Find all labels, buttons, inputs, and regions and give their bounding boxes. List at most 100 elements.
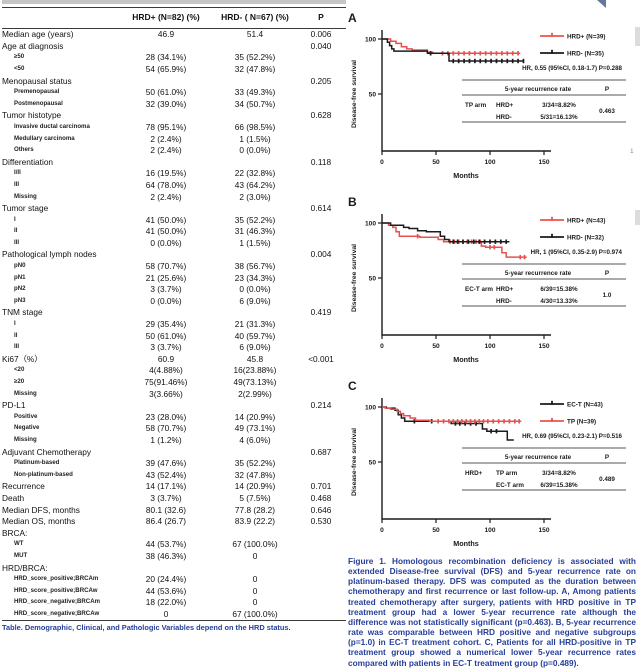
top-rule-band [2, 0, 346, 4]
hrd-pos-value: 0 (0.0%) [150, 237, 182, 248]
svg-text:0.489: 0.489 [599, 476, 615, 483]
row-label: Tumor stage [2, 203, 49, 214]
table-row: HRD_score_negative;BRCAw 0 67 (100.0%) [2, 608, 346, 620]
table-row: Adjuvant Chemotherapy 0.687 [2, 446, 346, 458]
row-label: III [14, 238, 20, 246]
hrd-pos-value: 4(4.88%) [149, 365, 183, 376]
p-value: 0.701 [310, 481, 332, 492]
svg-text:100: 100 [365, 404, 376, 411]
svg-text:TP (N=39): TP (N=39) [567, 418, 596, 425]
hrd-neg-value: 0 (0.0%) [239, 145, 271, 156]
svg-text:0: 0 [380, 343, 384, 350]
row-label: Age at diagnosis [2, 40, 64, 51]
row-label: Positive [14, 412, 38, 420]
row-label: Others [14, 146, 34, 154]
hrd-pos-value: 58 (70.7%) [145, 261, 187, 272]
row-label: HRD/BRCA: [2, 562, 48, 573]
row-label: Death [2, 492, 25, 503]
table-row: III 3 (3.7%) 6 (9.0%) [2, 342, 346, 354]
table-row: Ki67（%） 60.9 45.8 <0.001 [2, 353, 346, 365]
column-header-p: P [318, 12, 324, 23]
hrd-pos-value: 58 (70.7%) [145, 423, 187, 434]
row-label: Adjuvant Chemotherapy [2, 446, 92, 457]
row-label: Tumor histotype [2, 110, 62, 121]
svg-text:HR, 0.69 (95%CI, 0.23-2.1) P=0: HR, 0.69 (95%CI, 0.23-2.1) P=0.516 [522, 433, 622, 440]
p-value: 0.628 [310, 110, 332, 121]
row-label: Platinum-based [14, 459, 60, 467]
table-row: II 41 (50.0%) 31 (46.3%) [2, 226, 346, 238]
km-chart-c: C 0 50 100 150 50 100 Months Disease-free surviv… [348, 379, 626, 548]
km-chart-a: A 0 50 100 150 50 100 Months Disease-free surviv… [348, 11, 626, 180]
hrd-neg-value: 45.8 [246, 353, 264, 364]
table-row: Tumor histotype 0.628 [2, 110, 346, 122]
row-label: pN0 [14, 262, 26, 270]
table-row: HRD_score_positive;BRCAm 20 (24.4%) 0 [2, 573, 346, 585]
svg-text:50: 50 [369, 275, 377, 282]
hrd-neg-value: 51.4 [246, 29, 264, 40]
row-label: HRD_score_negative;BRCAw [14, 609, 100, 617]
hrd-neg-value: 1 (1.5%) [239, 133, 271, 144]
p-value: 0.646 [310, 504, 332, 515]
hrd-neg-value: 40 (59.7%) [234, 330, 276, 341]
table-row: I 29 (35.4%) 21 (31.3%) [2, 318, 346, 330]
hrd-pos-value: 18 (22.0%) [145, 597, 187, 608]
table-row: pN2 3 (3.7%) 0 (0.0%) [2, 284, 346, 296]
svg-text:50: 50 [432, 527, 440, 534]
svg-text:HR, 1 (95%CI, 0.35-2.9) P=0.97: HR, 1 (95%CI, 0.35-2.9) P=0.974 [531, 249, 623, 256]
p-value: 0.468 [310, 492, 332, 503]
svg-text:EC-T arm: EC-T arm [465, 286, 493, 293]
hrd-neg-value: 67 (100.0%) [232, 608, 278, 619]
p-value: 0.004 [310, 249, 332, 260]
row-label: Menopausal status [2, 75, 72, 86]
km-panel-c: C 0 50 100 150 50 100 Months Disease-free surviv… [346, 374, 638, 556]
hrd-pos-value: 3(3.66%) [149, 388, 183, 399]
svg-text:Months: Months [453, 171, 479, 180]
table-row: Others 2 (2.4%) 0 (0.0%) [2, 144, 346, 156]
p-value: 0.214 [310, 400, 332, 411]
clinical-table-body: Median age (years) 46.9 51.4 0.006 Age at di… [2, 29, 346, 620]
hrd-pos-value: 43 (52.4%) [145, 469, 187, 480]
hrd-pos-value: 44 (53.7%) [145, 539, 187, 550]
svg-text:B: B [348, 195, 357, 209]
row-label: Median DFS, months [2, 504, 80, 515]
hrd-pos-value: 2 (2.4%) [150, 133, 182, 144]
hrd-pos-value: 39 (47.6%) [145, 458, 187, 469]
hrd-neg-value: 66 (98.5%) [234, 121, 276, 132]
svg-text:100: 100 [365, 36, 376, 43]
svg-text:HRD+ (N=43): HRD+ (N=43) [567, 217, 606, 224]
p-value: 0.040 [310, 40, 332, 51]
svg-text:150: 150 [538, 527, 549, 534]
svg-text:HRD+: HRD+ [496, 102, 514, 109]
table-row: HRD_score_positive;BRCAw 44 (53.6%) 0 [2, 585, 346, 597]
svg-text:HRD- (N=32): HRD- (N=32) [567, 234, 604, 241]
hrd-pos-value: 78 (95.1%) [145, 121, 187, 132]
hrd-pos-value: 46.9 [157, 29, 175, 40]
svg-text:TP arm: TP arm [496, 470, 518, 477]
p-value: 0.687 [310, 446, 332, 457]
hrd-pos-value: 64 (78.0%) [145, 179, 187, 190]
svg-text:HRD- (N=35): HRD- (N=35) [567, 50, 604, 57]
hrd-neg-value: 6 (9.0%) [239, 295, 271, 306]
table-row: III 0 (0.0%) 1 (1.5%) [2, 237, 346, 249]
hrd-pos-value: 23 (28.0%) [145, 411, 187, 422]
hrd-pos-value: 20 (24.4%) [145, 574, 187, 585]
row-label: Invasive ductal carcinoma [14, 122, 90, 130]
svg-text:100: 100 [484, 343, 495, 350]
table-row: Median age (years) 46.9 51.4 0.006 [2, 29, 346, 41]
table-header-row: HRD+ (N=82) (%) HRD- ( N=67) (%) P [2, 8, 346, 29]
page-corner-artifact [597, 0, 606, 8]
svg-text:150: 150 [538, 343, 549, 350]
svg-text:100: 100 [365, 220, 376, 227]
svg-text:0: 0 [380, 527, 384, 534]
hrd-neg-value: 1 (1.5%) [239, 237, 271, 248]
svg-text:P: P [605, 86, 609, 93]
table-row: Age at diagnosis 0.040 [2, 40, 346, 52]
row-label: Missing [14, 389, 37, 397]
hrd-pos-value: 21 (25.6%) [145, 272, 187, 283]
svg-text:P: P [605, 270, 609, 277]
row-label: Negative [14, 424, 40, 432]
svg-text:Months: Months [453, 539, 479, 548]
hrd-neg-value: 21 (31.3%) [234, 319, 276, 330]
table-row: Invasive ductal carcinoma 78 (95.1%) 66 (9… [2, 121, 346, 133]
svg-text:5-year recurrence rate: 5-year recurrence rate [505, 270, 572, 277]
